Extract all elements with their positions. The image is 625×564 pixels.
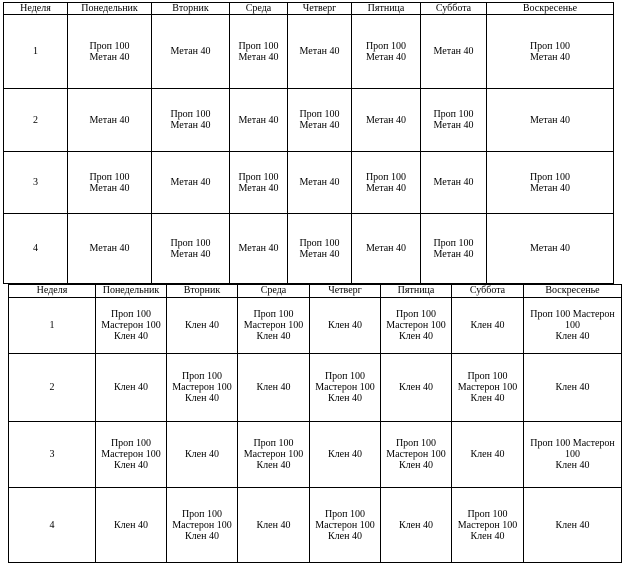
- header-cell: Понедельник: [95, 284, 167, 298]
- table-cell: Проп 100 Метан 40: [287, 88, 352, 152]
- header-row: Неделя Понедельник Вторник Среда Четверг Пятн…: [8, 284, 622, 298]
- table-cell: Проп 100 Мастерон 100 Клен 40: [166, 487, 238, 563]
- header-cell: Четверг: [287, 2, 352, 15]
- table-cell: Метан 40: [486, 213, 614, 284]
- header-cell: Неделя: [3, 2, 68, 15]
- table-cell: 3: [8, 421, 96, 488]
- table-row: 3 Проп 100 Мастерон 100 Клен 40 Клен 40 Про…: [8, 421, 622, 488]
- table-cell: Клен 40: [380, 487, 452, 563]
- table-cell: Проп 100 Метан 40: [420, 88, 487, 152]
- table-cell: Проп 100 Мастерон 100 Клен 40: [166, 353, 238, 422]
- table-cell: 3: [3, 151, 68, 214]
- header-cell: Среда: [229, 2, 288, 15]
- table-cell: Проп 100 Мастерон 100 Клен 40: [380, 421, 452, 488]
- table-row: 4 Метан 40 Проп 100 Метан 40 Метан 40 Проп 1…: [3, 213, 614, 284]
- header-cell: Суббота: [420, 2, 487, 15]
- table-cell: Проп 100 Метан 40: [67, 151, 152, 214]
- table-cell: Клен 40: [451, 421, 524, 488]
- table-cell: Проп 100 Мастерон 100 Клен 40: [237, 421, 310, 488]
- table-cell: Клен 40: [380, 353, 452, 422]
- table-row: 2 Клен 40 Проп 100 Мастерон 100 Клен 40 Кле…: [8, 353, 622, 422]
- header-row: Неделя Понедельник Вторник Среда Четверг Пятн…: [3, 2, 614, 15]
- header-cell: Неделя: [8, 284, 96, 298]
- table-cell: Метан 40: [67, 88, 152, 152]
- table-cell: Проп 100 Метан 40: [351, 151, 421, 214]
- table-cell: Метан 40: [486, 88, 614, 152]
- table-cell: Проп 100 Метан 40: [67, 14, 152, 89]
- table-cell: Метан 40: [229, 213, 288, 284]
- header-cell: Пятница: [351, 2, 421, 15]
- table-cell: Метан 40: [229, 88, 288, 152]
- schedule-table-2: Неделя Понедельник Вторник Среда Четверг Пятн…: [8, 284, 622, 563]
- table-cell: 2: [3, 88, 68, 152]
- table-cell: Проп 100 Метан 40: [229, 151, 288, 214]
- table-cell: Клен 40: [95, 487, 167, 563]
- table-cell: Клен 40: [523, 487, 622, 563]
- table-cell: Метан 40: [420, 14, 487, 89]
- table-row: 3 Проп 100 Метан 40 Метан 40 Проп 100 Метан…: [3, 151, 614, 214]
- table-cell: Клен 40: [95, 353, 167, 422]
- table-cell: Клен 40: [237, 487, 310, 563]
- table-cell: Проп 100 Мастерон 100 Клен 40: [237, 297, 310, 354]
- header-cell: Воскресенье: [486, 2, 614, 15]
- table-cell: Метан 40: [351, 88, 421, 152]
- table-cell: 2: [8, 353, 96, 422]
- table-cell: Проп 100 Мастерон 100 Клен 40: [523, 297, 622, 354]
- table-row: 1 Проп 100 Мастерон 100 Клен 40 Клен 40 Про…: [8, 297, 622, 354]
- table-cell: Проп 100 Мастерон 100 Клен 40: [309, 353, 381, 422]
- table-cell: Проп 100 Метан 40: [151, 88, 230, 152]
- table-cell: Клен 40: [237, 353, 310, 422]
- table-cell: Проп 100 Метан 40: [420, 213, 487, 284]
- table-cell: Проп 100 Метан 40: [151, 213, 230, 284]
- table-row: 2 Метан 40 Проп 100 Метан 40 Метан 40 Проп 1…: [3, 88, 614, 152]
- header-cell: Четверг: [309, 284, 381, 298]
- header-cell: Среда: [237, 284, 310, 298]
- table-cell: Проп 100 Мастерон 100 Клен 40: [309, 487, 381, 563]
- table-cell: Клен 40: [166, 421, 238, 488]
- schedule-table-1: Неделя Понедельник Вторник Среда Четверг Пятн…: [3, 2, 614, 284]
- table-cell: Проп 100 Метан 40: [287, 213, 352, 284]
- table-cell: Проп 100 Мастерон 100 Клен 40: [95, 297, 167, 354]
- table-cell: Метан 40: [287, 151, 352, 214]
- table-cell: Проп 100 Мастерон 100 Клен 40: [95, 421, 167, 488]
- table-cell: Метан 40: [67, 213, 152, 284]
- header-cell: Суббота: [451, 284, 524, 298]
- header-cell: Вторник: [151, 2, 230, 15]
- table-cell: Проп 100 Мастерон 100 Клен 40: [523, 421, 622, 488]
- table-cell: Проп 100 Метан 40: [229, 14, 288, 89]
- table-cell: 1: [8, 297, 96, 354]
- table-cell: Метан 40: [420, 151, 487, 214]
- table-cell: 4: [3, 213, 68, 284]
- table-cell: Проп 100 Метан 40: [351, 14, 421, 89]
- table-cell: Клен 40: [309, 421, 381, 488]
- table-cell: Клен 40: [309, 297, 381, 354]
- table-cell: Проп 100 Мастерон 100 Клен 40: [380, 297, 452, 354]
- table-cell: Проп 100 Метан 40: [486, 14, 614, 89]
- table-cell: Проп 100 Мастерон 100 Клен 40: [451, 353, 524, 422]
- header-cell: Воскресенье: [523, 284, 622, 298]
- table-cell: 1: [3, 14, 68, 89]
- table-row: 1 Проп 100 Метан 40 Метан 40 Проп 100 Метан…: [3, 14, 614, 89]
- table-row: 4 Клен 40 Проп 100 Мастерон 100 Клен 40 Кле…: [8, 487, 622, 563]
- table-cell: Метан 40: [351, 213, 421, 284]
- table-cell: Метан 40: [151, 14, 230, 89]
- table-cell: Клен 40: [523, 353, 622, 422]
- header-cell: Вторник: [166, 284, 238, 298]
- table-cell: Метан 40: [151, 151, 230, 214]
- table-cell: Метан 40: [287, 14, 352, 89]
- table-cell: 4: [8, 487, 96, 563]
- header-cell: Понедельник: [67, 2, 152, 15]
- table-cell: Проп 100 Метан 40: [486, 151, 614, 214]
- table-cell: Проп 100 Мастерон 100 Клен 40: [451, 487, 524, 563]
- header-cell: Пятница: [380, 284, 452, 298]
- table-cell: Клен 40: [166, 297, 238, 354]
- table-cell: Клен 40: [451, 297, 524, 354]
